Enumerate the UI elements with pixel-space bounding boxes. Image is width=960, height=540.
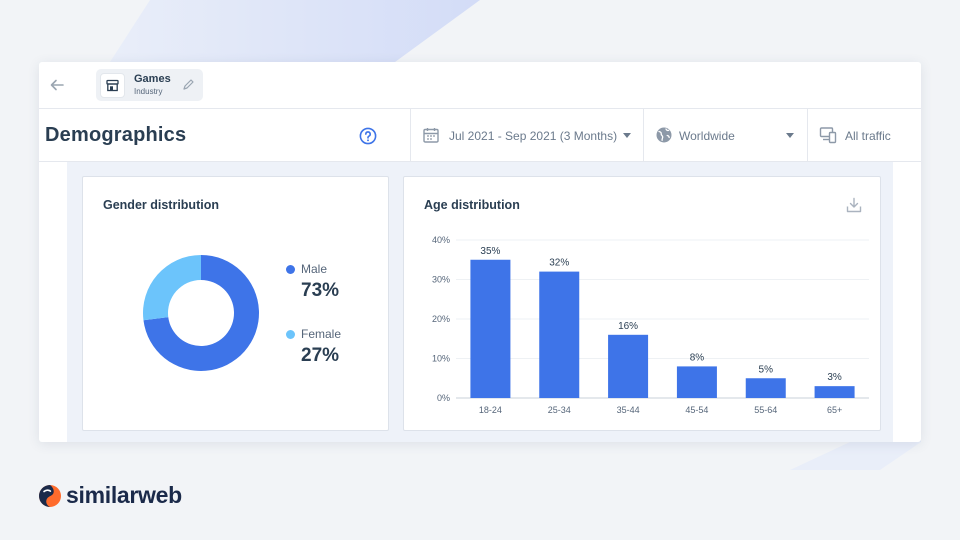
- y-tick-label: 0%: [437, 393, 450, 403]
- brand-name: similarweb: [66, 482, 182, 508]
- calendar-icon: [423, 128, 439, 143]
- devices-icon: [819, 127, 837, 144]
- y-tick-label: 10%: [432, 354, 450, 364]
- help-icon[interactable]: [359, 127, 377, 145]
- date-range-filter[interactable]: Jul 2021 - Sep 2021 (3 Months): [410, 109, 643, 162]
- data-label: 32%: [549, 258, 569, 269]
- gender-panel-title: Gender distribution: [103, 198, 219, 212]
- donut-slice-female: [143, 255, 201, 321]
- y-tick-label: 40%: [432, 235, 450, 245]
- download-icon[interactable]: [845, 196, 863, 214]
- bar-55-64: [745, 378, 786, 398]
- x-tick-label: 65+: [827, 405, 842, 415]
- bar-65+: [814, 386, 855, 398]
- header-bar: Demographics Jul 2021 - Sep 2021 (3 Mont…: [39, 109, 921, 162]
- traffic-label: All traffic: [845, 129, 891, 143]
- data-label: 16%: [618, 321, 638, 332]
- data-label: 8%: [690, 352, 705, 363]
- x-tick-label: 25-34: [548, 405, 571, 415]
- x-tick-label: 18-24: [479, 405, 502, 415]
- chip-subtitle: Industry: [134, 87, 163, 96]
- data-label: 3%: [827, 372, 842, 383]
- storefront-icon: [100, 73, 125, 98]
- age-bar-chart: 0% 10% 20% 30% 40% 35% 18-24 32% 25-34 16% 35-44 8%…: [404, 177, 882, 432]
- y-tick-label: 20%: [432, 314, 450, 324]
- arrow-left-icon: [50, 79, 64, 91]
- data-label: 35%: [480, 246, 500, 257]
- legend-value-female: 27%: [301, 345, 340, 366]
- caret-down-icon: [623, 133, 631, 138]
- y-tick-label: 30%: [432, 275, 450, 285]
- top-bar: Games Industry: [39, 62, 921, 109]
- data-label: 5%: [759, 364, 774, 375]
- gender-distribution-panel: Gender distribution Male 73% Female 27%: [82, 176, 389, 431]
- page-title: Demographics: [45, 124, 187, 146]
- legend-label-female: Female: [301, 327, 342, 341]
- bar-45-54: [676, 366, 717, 398]
- bar-35-44: [608, 334, 649, 398]
- back-button[interactable]: [45, 73, 69, 97]
- chip-title: Games: [134, 73, 171, 85]
- country-label: Worldwide: [679, 129, 735, 143]
- caret-down-icon: [786, 133, 794, 138]
- similarweb-logo-icon: [39, 485, 61, 507]
- gender-donut-chart: [143, 255, 259, 371]
- donut-slice-male: [143, 255, 259, 371]
- age-distribution-panel: Age distribution 0% 10% 20% 30% 40% 35% 18-24 3…: [403, 176, 881, 431]
- age-panel-title: Age distribution: [424, 198, 520, 212]
- industry-chip[interactable]: Games Industry: [96, 69, 203, 101]
- bar-18-24: [470, 259, 511, 398]
- country-filter[interactable]: Worldwide: [643, 109, 807, 162]
- legend-label-male: Male: [301, 262, 328, 276]
- legend-dot-male: [286, 265, 295, 274]
- x-tick-label: 35-44: [617, 405, 640, 415]
- bar-25-34: [539, 271, 580, 398]
- legend-dot-female: [286, 330, 295, 339]
- date-range-label: Jul 2021 - Sep 2021 (3 Months): [449, 129, 618, 143]
- x-tick-label: 45-54: [685, 405, 708, 415]
- pencil-icon[interactable]: [181, 78, 195, 92]
- demographics-card: Games Industry Demographics Jul 2021 - S…: [39, 62, 921, 442]
- globe-icon: [656, 127, 672, 143]
- traffic-filter[interactable]: All traffic: [807, 109, 921, 162]
- x-tick-label: 55-64: [754, 405, 777, 415]
- legend-value-male: 73%: [301, 280, 340, 301]
